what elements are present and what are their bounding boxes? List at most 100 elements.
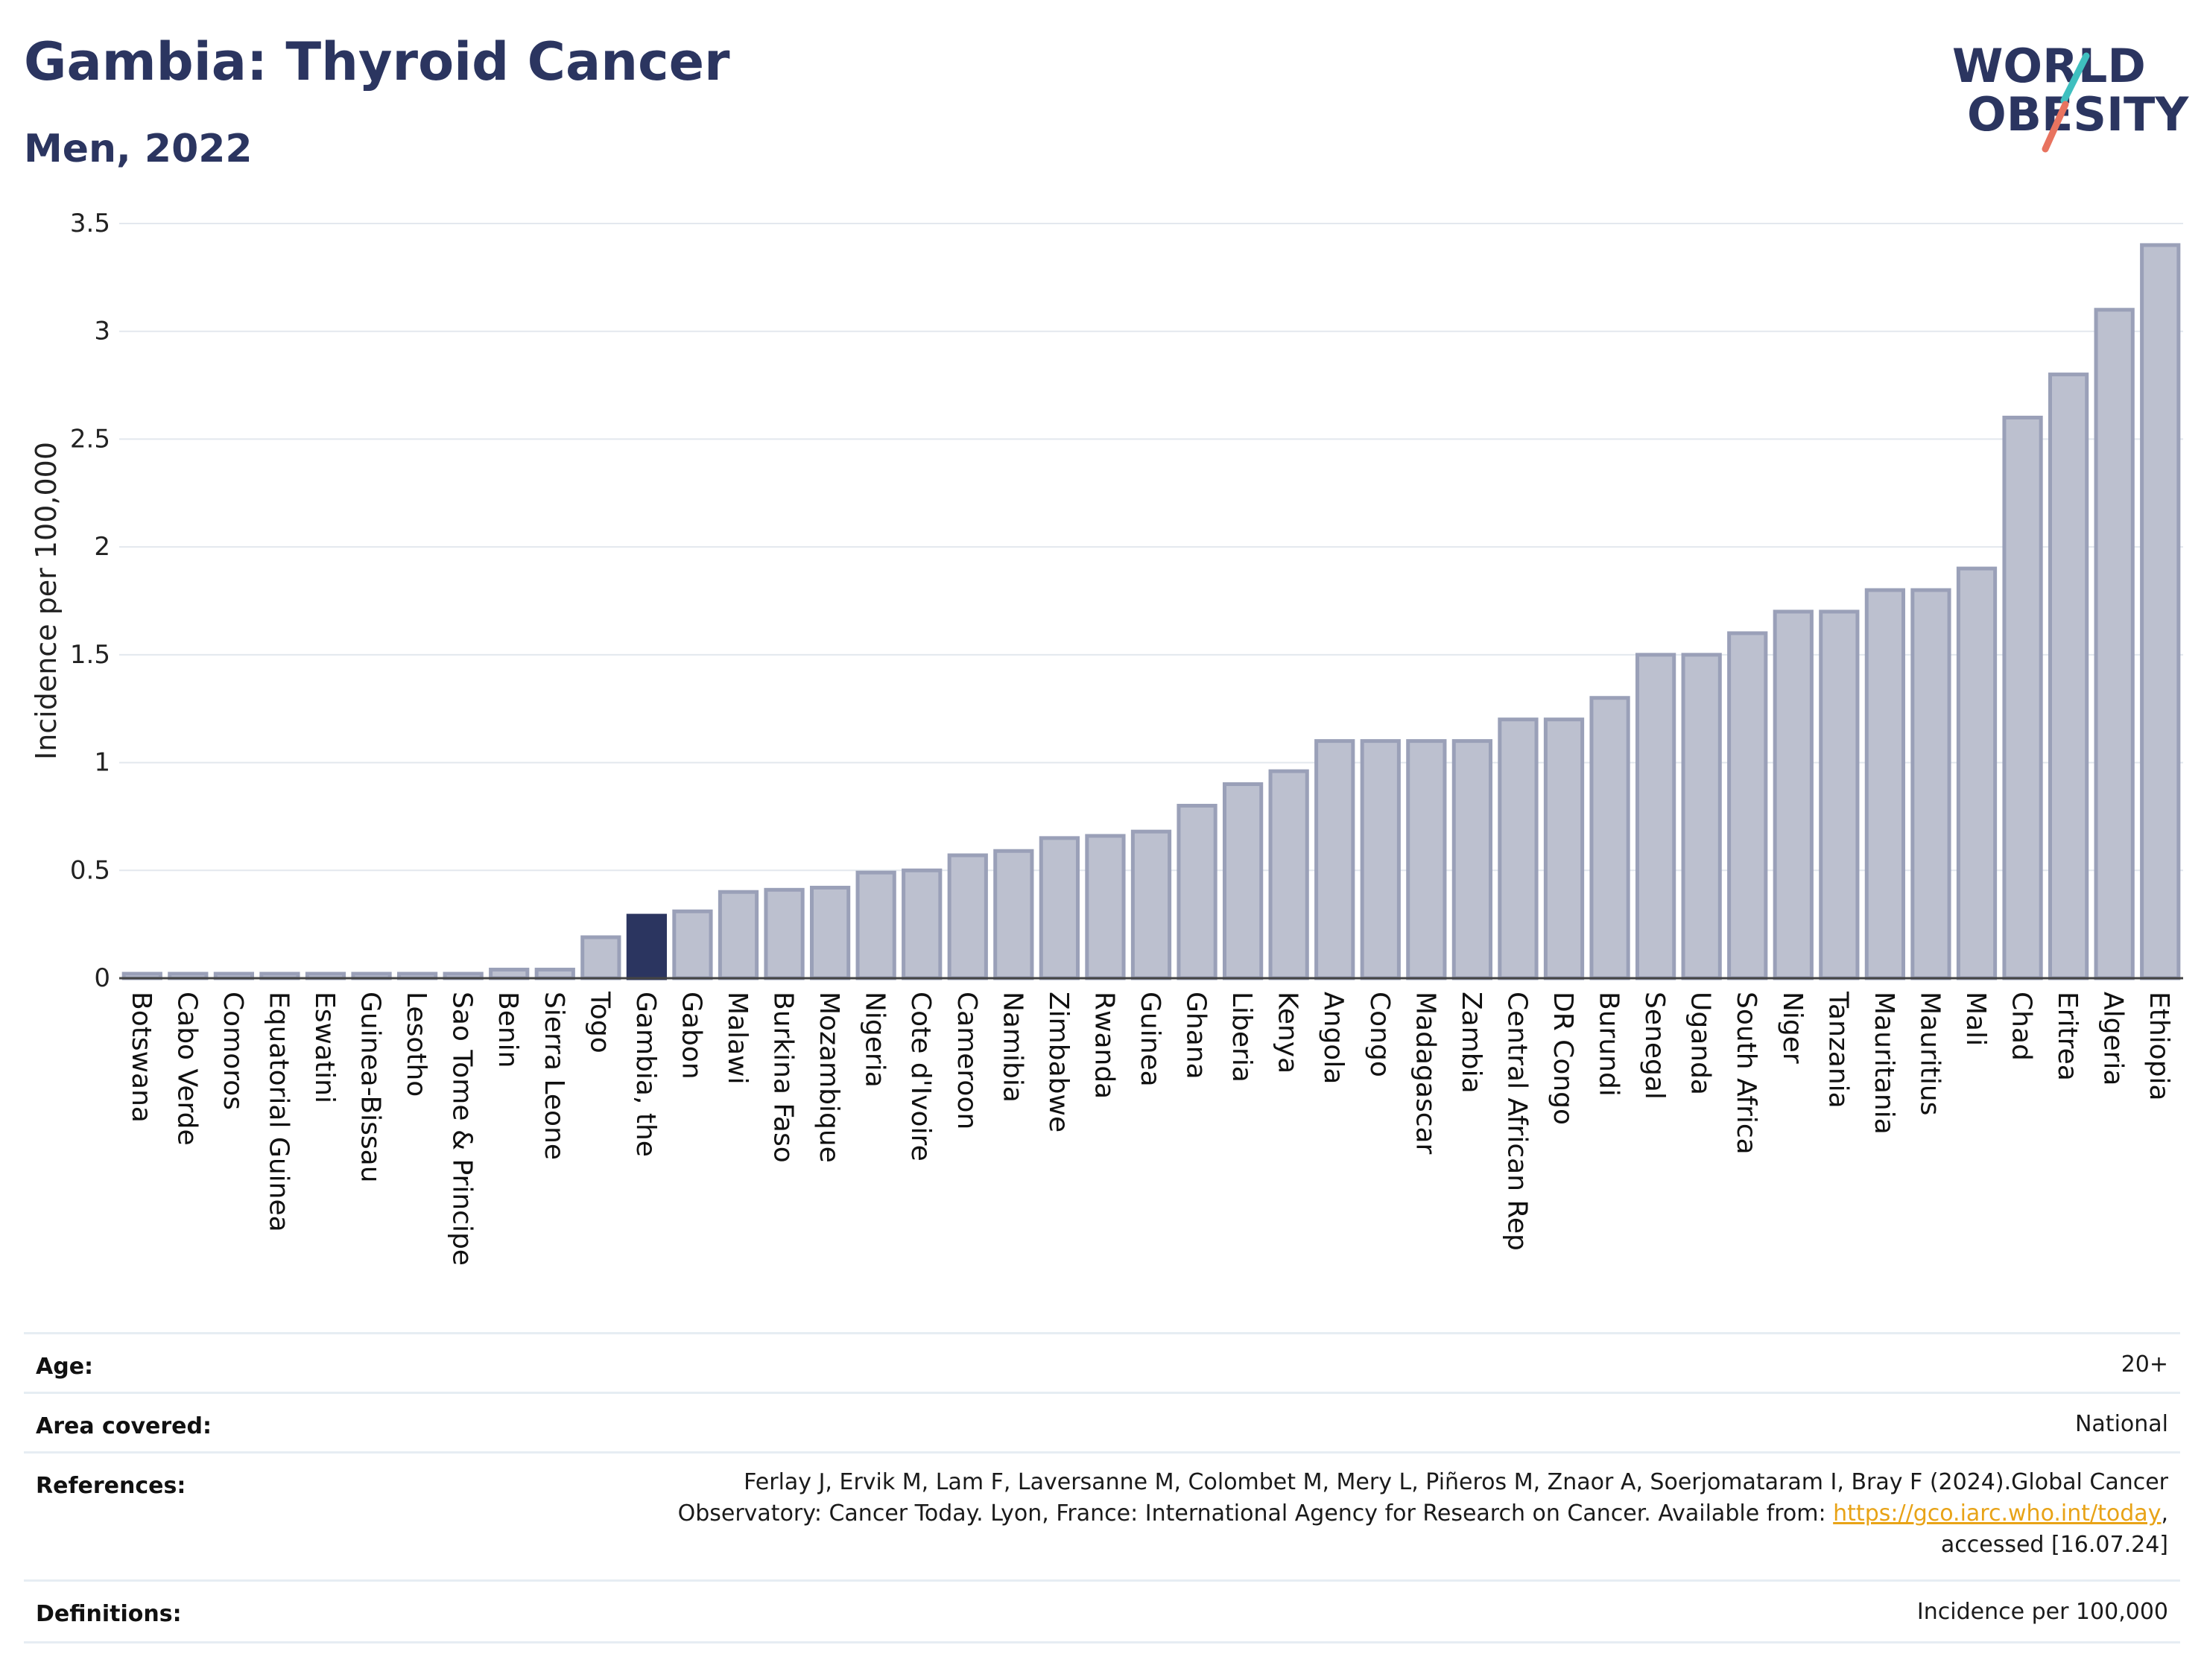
x-tick-label: Guinea bbox=[1135, 992, 1165, 1087]
age-value: 20+ bbox=[2121, 1351, 2168, 1378]
definitions-label: Definitions: bbox=[36, 1601, 182, 1627]
x-tick-label: Guinea-Bissau bbox=[355, 992, 386, 1183]
x-tick-label: Sierra Leone bbox=[539, 992, 569, 1160]
bar bbox=[1589, 696, 1630, 980]
x-tick-label: Mozambique bbox=[814, 992, 844, 1163]
x-tick-label: Namibia bbox=[997, 992, 1027, 1103]
bar bbox=[1268, 769, 1309, 980]
bar bbox=[1956, 566, 1998, 980]
bar-highlighted bbox=[626, 913, 668, 980]
x-tick-label: DR Congo bbox=[1548, 992, 1578, 1125]
bar bbox=[902, 868, 943, 980]
y-tick-label: 2 bbox=[94, 532, 110, 562]
bar bbox=[1451, 739, 1493, 980]
meta-row-definitions: Definitions: Incidence per 100,000 bbox=[24, 1579, 2180, 1643]
logo-slash-top bbox=[2060, 52, 2090, 104]
bar bbox=[718, 890, 759, 980]
x-tick-label: Ethiopia bbox=[2144, 992, 2174, 1101]
x-tick-label: Central African Rep bbox=[1501, 992, 1532, 1251]
x-tick-label: Lesotho bbox=[401, 992, 431, 1097]
x-tick-label: Mauritania bbox=[1869, 992, 1899, 1135]
bar bbox=[1130, 829, 1172, 980]
x-tick-label: Algeria bbox=[2098, 992, 2129, 1086]
x-tick-label: Sao Tome & Principe bbox=[447, 992, 478, 1266]
bar bbox=[534, 967, 575, 980]
x-tick-label: Nigeria bbox=[860, 992, 890, 1088]
x-tick-label: Comoros bbox=[218, 992, 248, 1110]
bar bbox=[1360, 739, 1401, 980]
x-tick-label: Gambia, the bbox=[630, 992, 661, 1157]
x-tick-label: Senegal bbox=[1639, 992, 1670, 1100]
x-tick-label: Equatorial Guinea bbox=[263, 992, 294, 1232]
bar bbox=[2048, 373, 2089, 980]
meta-row-area: Area covered: National bbox=[24, 1392, 2180, 1454]
bar bbox=[1910, 588, 1951, 980]
references-line-3: accessed [16.07.24] bbox=[1940, 1532, 2168, 1558]
y-tick-label: 1 bbox=[94, 748, 110, 778]
x-tick-label: Ghana bbox=[1181, 992, 1212, 1080]
x-tick-label: Kenya bbox=[1273, 992, 1303, 1074]
bar bbox=[2094, 308, 2135, 980]
y-tick-label: 3 bbox=[94, 317, 110, 346]
page-subtitle: Men, 2022 bbox=[24, 127, 253, 171]
bar bbox=[1681, 653, 1722, 980]
x-tick-label: Madagascar bbox=[1410, 992, 1440, 1155]
logo-text-top: WORLD bbox=[1952, 39, 2146, 93]
bar bbox=[1819, 609, 1860, 980]
bar bbox=[1039, 836, 1080, 980]
x-tick-label: Burkina Faso bbox=[768, 992, 799, 1163]
x-tick-label: Rwanda bbox=[1089, 992, 1119, 1099]
x-tick-label: Gabon bbox=[676, 992, 706, 1080]
references-label: References: bbox=[36, 1473, 186, 1499]
bar bbox=[947, 853, 988, 980]
x-tick-label: Zimbabwe bbox=[1043, 992, 1074, 1132]
bar bbox=[1406, 739, 1447, 980]
x-tick-label: Chad bbox=[2007, 992, 2037, 1061]
bar bbox=[809, 885, 851, 980]
references-line-2-suffix: , bbox=[2161, 1500, 2168, 1527]
bar bbox=[1864, 588, 1906, 980]
definitions-value: Incidence per 100,000 bbox=[1916, 1599, 2168, 1625]
bar bbox=[1498, 717, 1539, 980]
y-axis-label: Incidence per 100,000 bbox=[30, 442, 63, 760]
bar bbox=[672, 909, 713, 980]
x-tick-label: Congo bbox=[1364, 992, 1395, 1077]
x-tick-label: Malawi bbox=[722, 992, 753, 1085]
x-tick-label: Niger bbox=[1777, 992, 1808, 1064]
bar bbox=[1773, 609, 1814, 980]
bar bbox=[1222, 782, 1264, 980]
references-value: Ferlay J, Ervik M, Lam F, Laversanne M, … bbox=[678, 1467, 2168, 1561]
x-tick-label: Burundi bbox=[1594, 992, 1624, 1097]
x-tick-label: Mali bbox=[1960, 992, 1991, 1046]
logo-text-bottom: OBESITY bbox=[1967, 87, 2189, 142]
logo-slash-bottom bbox=[2042, 101, 2069, 153]
x-tick-label: Cote d'Ivoire bbox=[905, 992, 936, 1161]
bar bbox=[1177, 803, 1217, 980]
bar bbox=[2140, 243, 2181, 980]
x-tick-label: Zambia bbox=[1456, 992, 1486, 1094]
bar bbox=[764, 887, 805, 980]
x-tick-label: South Africa bbox=[1731, 992, 1761, 1155]
page-title: Gambia: Thyroid Cancer bbox=[24, 31, 730, 92]
x-tick-label: Liberia bbox=[1226, 992, 1257, 1083]
references-link[interactable]: https://gco.iarc.who.int/today bbox=[1833, 1500, 2162, 1527]
bar bbox=[1543, 717, 1585, 980]
references-line-2-text: Observatory: Cancer Today. Lyon, France:… bbox=[677, 1500, 1834, 1527]
age-label: Age: bbox=[36, 1354, 94, 1380]
area-value: National bbox=[2074, 1411, 2168, 1437]
bar bbox=[489, 967, 530, 980]
bar bbox=[1727, 631, 1768, 980]
area-label: Area covered: bbox=[36, 1413, 212, 1439]
y-tick-label: 3.5 bbox=[70, 209, 110, 238]
world-obesity-logo: WORLD OBESITY bbox=[1952, 39, 2189, 153]
bar bbox=[993, 849, 1034, 980]
y-tick-label: 1.5 bbox=[70, 640, 110, 670]
y-tick-label: 2.5 bbox=[70, 424, 110, 454]
meta-row-references: References: Ferlay J, Ervik M, Lam F, La… bbox=[24, 1451, 2180, 1582]
x-tick-label: Mauritius bbox=[1914, 992, 1945, 1115]
x-tick-label: Uganda bbox=[1685, 992, 1716, 1095]
y-tick-label: 0 bbox=[94, 963, 110, 993]
x-tick-label: Tanzania bbox=[1823, 991, 1853, 1109]
y-tick-label: 0.5 bbox=[70, 855, 110, 885]
bar bbox=[1635, 653, 1676, 980]
